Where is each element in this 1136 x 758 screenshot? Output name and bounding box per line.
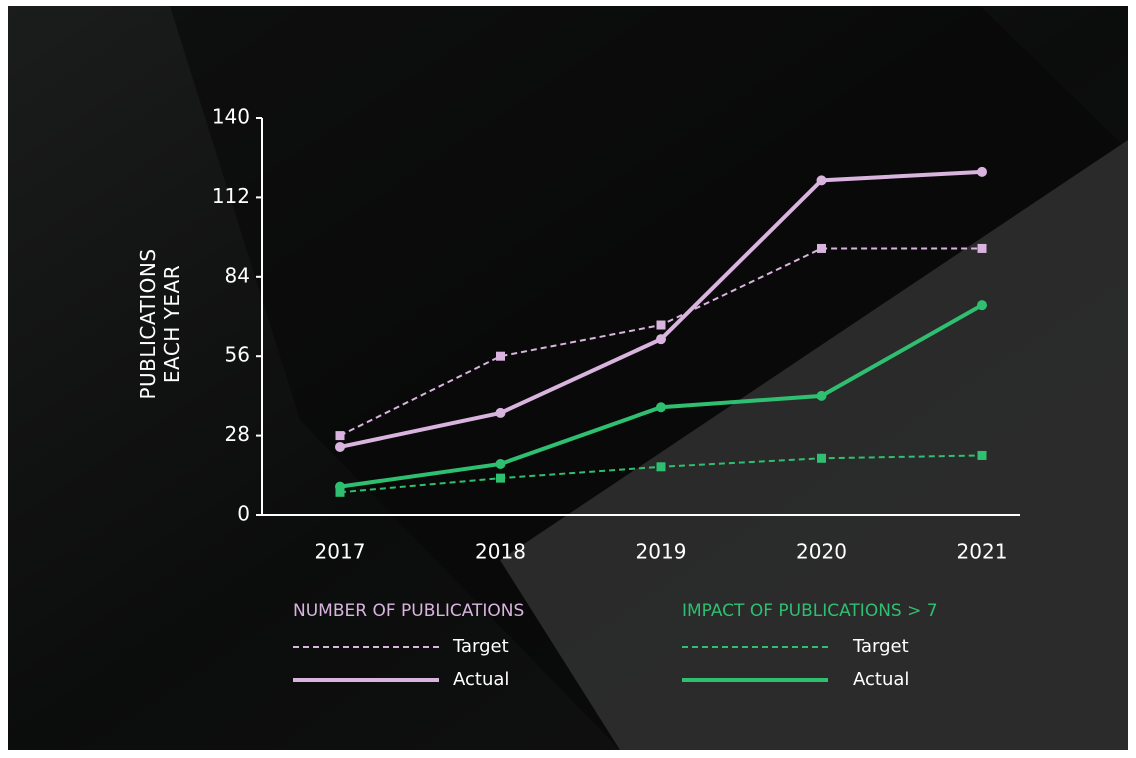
- x-tick-label: 2020: [796, 540, 847, 564]
- marker: [496, 408, 506, 418]
- legend-label: Actual: [453, 669, 509, 690]
- y-tick-label: 140: [212, 105, 250, 129]
- marker: [335, 482, 345, 492]
- marker: [817, 244, 826, 253]
- marker: [496, 459, 506, 469]
- legend-label: Actual: [853, 669, 909, 690]
- marker: [817, 391, 827, 401]
- y-tick-label: 28: [225, 422, 250, 446]
- marker: [336, 431, 345, 440]
- marker: [657, 321, 666, 330]
- marker: [977, 300, 987, 310]
- marker: [817, 175, 827, 185]
- legend-group-title: IMPACT OF PUBLICATIONS > 7: [682, 601, 938, 621]
- legend-label: Target: [452, 636, 509, 657]
- marker: [657, 462, 666, 471]
- marker: [817, 454, 826, 463]
- marker: [496, 352, 505, 361]
- x-tick-label: 2017: [315, 540, 366, 564]
- marker: [978, 244, 987, 253]
- legend-group-title: NUMBER OF PUBLICATIONS: [293, 601, 524, 621]
- marker: [656, 334, 666, 344]
- legend-label: Target: [852, 636, 909, 657]
- marker: [978, 451, 987, 460]
- x-tick-label: 2019: [636, 540, 687, 564]
- x-tick-label: 2021: [957, 540, 1008, 564]
- y-axis-label: PUBLICATIONS EACH YEAR: [136, 224, 184, 424]
- marker: [656, 402, 666, 412]
- marker: [496, 474, 505, 483]
- marker: [335, 442, 345, 452]
- y-tick-label: 0: [237, 502, 250, 526]
- y-tick-label: 112: [212, 184, 250, 208]
- y-tick-label: 84: [225, 263, 250, 287]
- page: 0 28 56 84 112 140 2017 2018 2019 2020 2021 NUMBER …: [0, 0, 1136, 758]
- y-tick-label: 56: [225, 343, 250, 367]
- x-tick-label: 2018: [475, 540, 526, 564]
- marker: [977, 167, 987, 177]
